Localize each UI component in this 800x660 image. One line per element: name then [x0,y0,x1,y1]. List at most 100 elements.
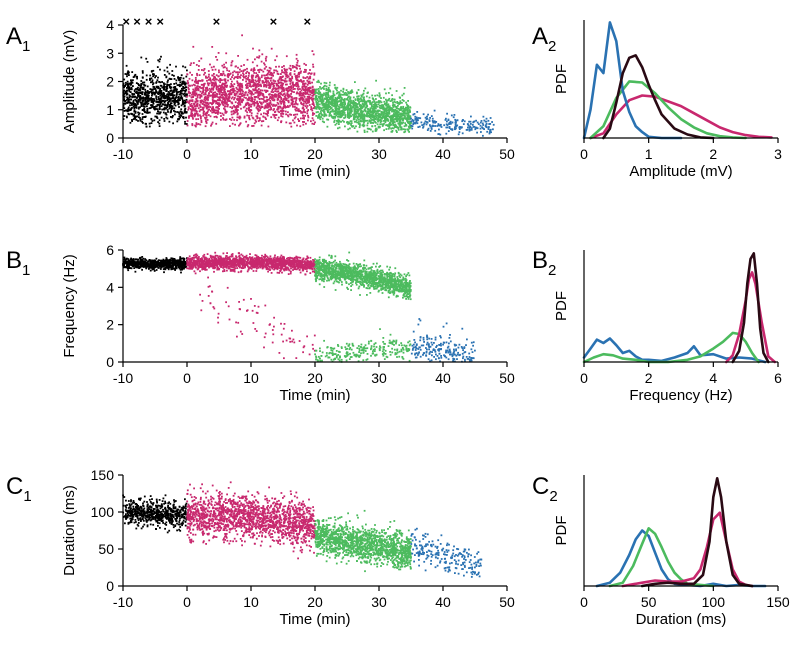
data-point [188,115,191,117]
data-point [457,133,460,136]
data-point [272,97,274,99]
data-point [239,123,241,126]
y-tick-label: 2 [106,74,114,90]
data-point [383,122,385,125]
data-point [256,112,259,115]
data-point [358,102,360,105]
data-point [129,88,132,91]
data-point [393,110,396,113]
data-point [143,93,146,96]
data-point [233,119,236,121]
data-point [148,122,151,125]
data-point [348,92,350,95]
data-point [326,99,328,102]
data-point [287,75,290,78]
data-point [165,88,168,91]
data-point [147,260,150,263]
data-point [175,79,178,82]
data-point [231,76,233,78]
data-point [246,78,249,81]
data-point [289,83,292,85]
data-point [360,99,363,101]
data-point [233,97,236,99]
data-point [150,106,153,108]
data-point [169,78,172,80]
data-point [330,102,332,105]
data-point [355,120,357,123]
data-point [145,94,148,97]
data-point [280,79,283,81]
data-point [310,91,313,94]
data-point [145,78,148,81]
data-point [382,108,385,111]
data-point [366,122,369,125]
data-point [191,99,194,101]
data-point [241,34,243,37]
data-point [317,115,320,118]
data-point [137,258,140,261]
data-point [231,96,234,99]
data-point [258,49,261,52]
data-point [170,93,173,96]
data-point [226,101,228,104]
data-point [174,110,176,113]
data-point [334,101,336,103]
data-point [218,97,221,100]
data-point [272,88,274,90]
data-point [275,82,278,85]
data-point [264,78,267,81]
data-point [450,128,452,131]
data-point [209,106,212,108]
data-point [394,108,397,111]
data-point [409,106,411,109]
data-point [190,96,193,99]
data-point [357,97,359,100]
data-point [250,81,253,83]
data-point [304,92,307,94]
data-point [125,64,128,67]
data-point [325,96,328,99]
data-point [431,120,434,122]
data-point [141,260,144,262]
data-point [356,103,359,105]
data-point [256,115,259,118]
data-point [224,100,226,102]
data-point [230,85,233,88]
data-point [388,125,391,128]
data-point [265,65,268,68]
data-point [371,111,373,113]
data-point [323,121,325,124]
data-point [349,120,352,123]
data-point [188,102,190,104]
data-point [174,262,177,264]
data-point [162,92,164,95]
data-point [198,104,201,106]
data-point [278,65,280,68]
data-point [415,116,418,119]
data-point [224,101,227,103]
data-point [251,116,254,119]
data-point [238,115,241,118]
data-point [205,120,208,123]
data-point [301,103,303,106]
data-point [279,95,281,98]
data-point [138,96,141,99]
data-point [380,117,383,120]
data-point [203,97,206,99]
data-point [134,270,137,273]
data-point [291,66,294,69]
data-point [419,117,422,120]
data-point [161,99,164,102]
data-point [210,123,213,126]
data-point [141,258,144,261]
data-point [165,86,167,88]
data-point [334,111,337,113]
data-point [320,87,322,90]
data-point [146,110,149,113]
data-point [294,88,296,90]
data-point [197,118,200,120]
data-point [137,83,140,85]
data-point [170,102,173,105]
data-point [237,84,239,87]
data-point [469,123,472,125]
